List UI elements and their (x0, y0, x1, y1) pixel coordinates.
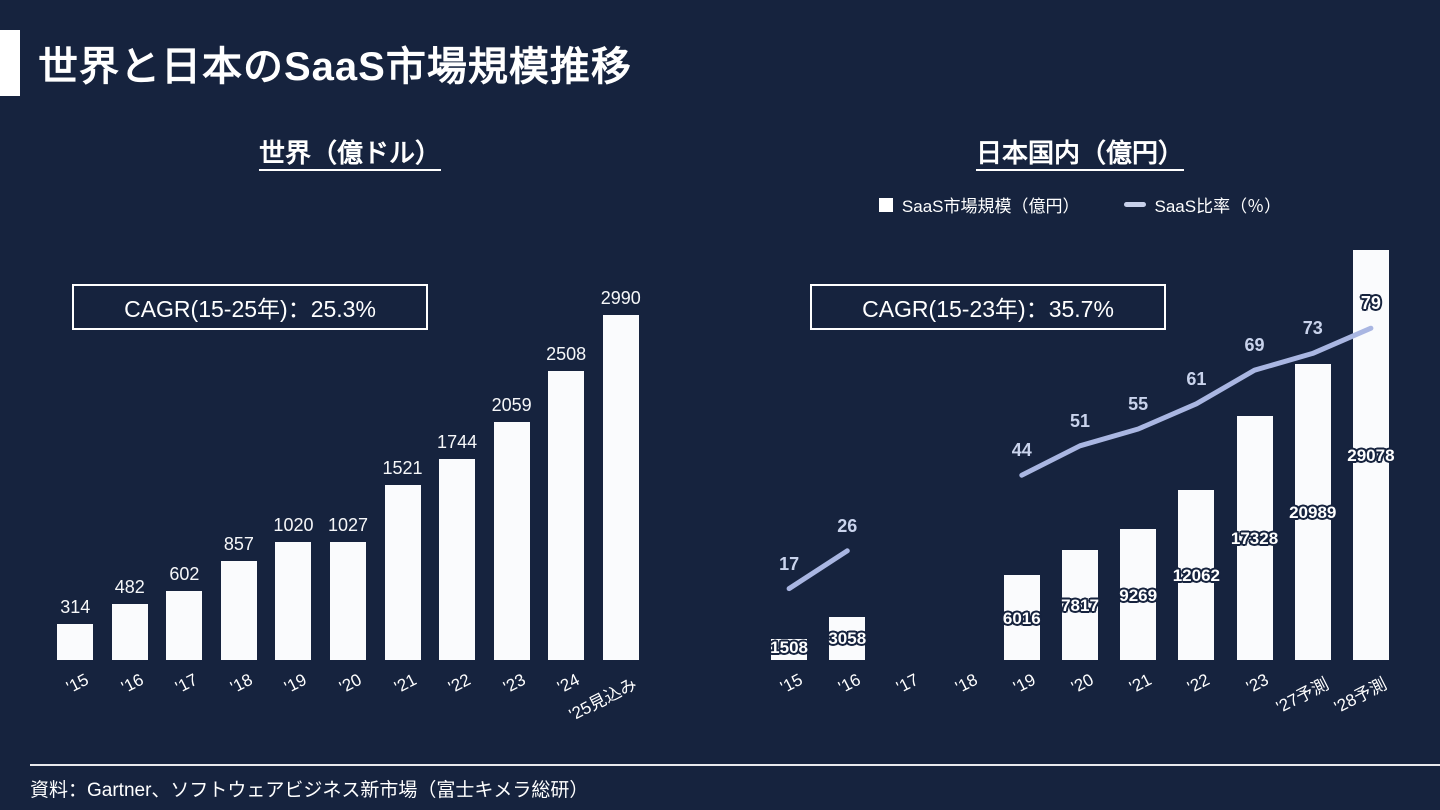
bar-value-label: 2508 (546, 343, 587, 364)
world-chart-plot: 314'15 482'16 602'17 857'18 1020'19 1027'20 15… (48, 240, 648, 725)
line-swatch-icon (1123, 202, 1146, 207)
legend-item-market-size: SaaS市場規模（億円） (878, 192, 1080, 217)
legend-label-saas-ratio: SaaS比率（％） (1154, 197, 1282, 216)
world-cagr-box: CAGR(15-25年)：25.3% (72, 284, 428, 330)
line-value-label: 44 (1011, 440, 1032, 461)
bar (166, 590, 203, 660)
bar-value-label: 3058 (828, 629, 867, 649)
bar-value-label: 1020 (273, 515, 314, 536)
page-title: 世界と日本のSaaS市場規模推移 (38, 45, 632, 89)
japan-cagr-label: CAGR(15-23年)：35.7% (862, 296, 1114, 322)
bar (602, 315, 639, 660)
bar (1294, 364, 1331, 660)
japan-cagr-box: CAGR(15-23年)：35.7% (810, 284, 1166, 330)
bar-value-label: 1744 (437, 431, 478, 452)
bar-value-label: 1027 (327, 514, 369, 535)
line-value-label: 73 (1302, 318, 1323, 339)
bar-value-label: 2990 (600, 288, 641, 308)
line-value-label: 26 (837, 515, 858, 536)
bar-swatch-icon (878, 197, 893, 212)
japan-chart-plot: 1508 17'15 3058 26'16'17'18 6016 44'19 7817 51 '… (760, 200, 1400, 717)
legend-item-saas-ratio: SaaS比率（％） (1123, 192, 1282, 217)
bar (111, 604, 148, 660)
line-value-label: 69 (1244, 335, 1265, 356)
line-value-label: 61 (1186, 368, 1207, 389)
bar-value-label: 602 (169, 563, 200, 584)
source-text: 資料：Gartner、ソフトウェアビジネス新市場（富士キメラ総研） (30, 780, 589, 801)
bar-value-label: 17328 (1230, 528, 1279, 548)
bar (439, 458, 476, 660)
japan-chart-legend: SaaS市場規模（億円） SaaS比率（％） (760, 192, 1400, 217)
bar-value-label: 2059 (491, 395, 532, 416)
japan-chart-title: 日本国内（億円） (975, 138, 1184, 168)
bar (548, 370, 585, 660)
bar (1062, 549, 1098, 660)
bar (57, 623, 94, 660)
line-value-label: 17 (779, 553, 800, 574)
line-value-label: 51 (1069, 410, 1091, 431)
bar-value-label: 6016 (1002, 608, 1041, 628)
bar-value-label: 482 (114, 577, 145, 598)
bar (1120, 529, 1157, 660)
bar-value-label: 1521 (382, 457, 423, 478)
bar-value-label: 29078 (1347, 446, 1395, 465)
legend-label-market-size: SaaS市場規模（億円） (901, 197, 1080, 216)
bar (1352, 250, 1389, 660)
bar-value-label: 12062 (1172, 566, 1220, 585)
bar (829, 616, 866, 660)
bar (220, 561, 257, 660)
title-accent-bar (0, 30, 20, 96)
bar (1178, 489, 1215, 660)
bar (1236, 415, 1273, 660)
bar (493, 422, 530, 660)
bar-value-label: 9269 (1119, 585, 1158, 605)
world-chart-title: 世界（億ドル） (258, 138, 441, 168)
bar-value-label: 7817 (1061, 595, 1099, 615)
bar-value-label: 20989 (1289, 503, 1337, 522)
bar (384, 484, 421, 660)
bar-value-label: 1508 (770, 638, 808, 657)
footer-divider (30, 764, 1440, 766)
bar (275, 542, 312, 660)
bar-value-label: 314 (60, 596, 91, 617)
line-value-label: 79 (1360, 293, 1381, 314)
saas-ratio-line (786, 325, 1374, 592)
bar (1003, 575, 1040, 660)
bar (771, 638, 808, 660)
bar (330, 541, 366, 660)
world-cagr-label: CAGR(15-25年)：25.3% (124, 296, 376, 322)
line-value-label: 55 (1128, 394, 1149, 414)
bar-value-label: 857 (223, 534, 254, 555)
